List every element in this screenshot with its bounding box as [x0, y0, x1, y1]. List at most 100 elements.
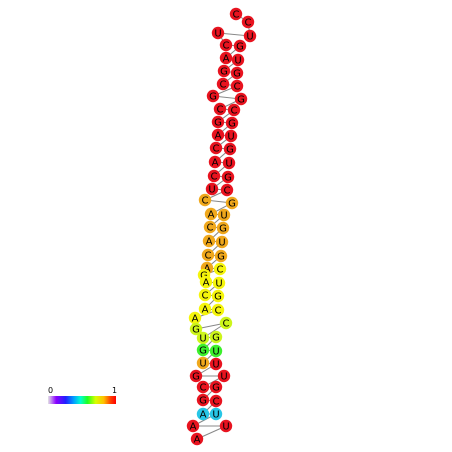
nucleotide: C: [203, 220, 217, 234]
nucleotide-circle: [212, 276, 226, 290]
nucleotide: C: [198, 288, 212, 302]
nucleotide-letter: U: [227, 132, 234, 143]
nucleotide-letter: G: [200, 271, 208, 282]
nucleotide-circle: [213, 102, 227, 116]
nucleotide-letter: A: [192, 314, 199, 325]
nucleotide-letter: C: [231, 106, 238, 117]
nucleotide-circle: [222, 156, 236, 170]
nucleotide-letter: C: [233, 10, 240, 21]
nucleotide-circle: [211, 26, 225, 40]
nucleotide-circle: [209, 407, 223, 421]
nucleotide-letter: A: [215, 131, 222, 142]
nucleotide-letter: U: [246, 32, 253, 43]
nucleotide-circle: [205, 182, 219, 196]
nucleotide: U: [211, 26, 225, 40]
nucleotide-letter: C: [207, 223, 214, 234]
nucleotide-letter: G: [224, 173, 232, 184]
nucleotide-circle: [199, 275, 213, 289]
nucleotide-letter: C: [217, 265, 224, 276]
nucleotide-circle: [209, 394, 223, 408]
nucleotide: U: [217, 369, 231, 383]
nucleotide: A: [190, 432, 204, 446]
nucleotide-circle: [196, 407, 210, 421]
nucleotide: C: [230, 79, 244, 93]
nucleotide-circle: [190, 432, 204, 446]
nucleotide: A: [188, 311, 202, 325]
nucleotide: C: [241, 15, 255, 29]
nucleotide-letter: U: [218, 238, 225, 249]
nucleotide-circle: [188, 311, 202, 325]
nucleotide-letter: U: [199, 334, 206, 345]
nucleotide-circle: [206, 89, 220, 103]
nucleotide: A: [198, 302, 212, 316]
nucleotide-letter: C: [205, 251, 212, 262]
nucleotide: U: [209, 357, 223, 371]
nucleotide-circle: [189, 322, 203, 336]
nucleotide-letter: C: [202, 196, 209, 207]
nucleotide: G: [189, 322, 203, 336]
nucleotide-letter: A: [194, 435, 201, 446]
nucleotide-letter: G: [217, 252, 225, 263]
nucleotide: G: [230, 66, 244, 80]
nucleotide-letter: C: [223, 319, 230, 330]
nucleotide-circle: [198, 288, 212, 302]
nucleotide: U: [222, 156, 236, 170]
nucleotide-letter: G: [214, 118, 222, 129]
nucleotide: U: [205, 182, 219, 196]
nucleotide-letter: U: [222, 422, 229, 433]
nucleotide-letter: U: [208, 185, 215, 196]
nucleotide: G: [214, 249, 228, 263]
nucleotide-circle: [217, 64, 231, 78]
nucleotide: C: [198, 193, 212, 207]
nucleotide-circle: [211, 115, 225, 129]
nucleotide-circle: [196, 331, 210, 345]
nucleotide-circle: [223, 142, 237, 156]
nucleotide-letter: A: [204, 264, 211, 275]
nucleotide-circle: [201, 248, 215, 262]
nucleotide-circle: [217, 369, 231, 383]
nucleotide-circle: [198, 193, 212, 207]
nucleotide-letter: C: [234, 82, 241, 93]
nucleotide-letter: G: [219, 224, 227, 235]
nucleotide-circle: [208, 155, 222, 169]
nucleotide: A: [204, 207, 218, 221]
nucleotide-letter: G: [233, 69, 241, 80]
nucleotide-circle: [213, 262, 227, 276]
nucleotide-circle: [211, 128, 225, 142]
color-scale-legend: 0 1: [48, 386, 120, 407]
nucleotide-circle: [211, 289, 225, 303]
nucleotide-circle: [217, 208, 231, 222]
nucleotide: C: [207, 169, 221, 183]
nucleotide-letter: U: [220, 211, 227, 222]
nucleotide: C: [209, 141, 223, 155]
nucleotide-letter: U: [199, 359, 206, 370]
nucleotide-circle: [216, 221, 230, 235]
nucleotide-circle: [220, 183, 234, 197]
nucleotide-letter: U: [225, 159, 232, 170]
nucleotide: U: [196, 356, 210, 370]
nucleotide-letter: U: [212, 410, 219, 421]
nucleotide: U: [209, 407, 223, 421]
nucleotide-letter: U: [220, 372, 227, 383]
nucleotide-letter: G: [212, 333, 220, 344]
nucleotide-letter: G: [237, 95, 245, 106]
nucleotide-circle: [203, 220, 217, 234]
nucleotide-letter: C: [213, 144, 220, 155]
nucleotide-letter: C: [245, 18, 252, 29]
nucleotide-letter: C: [224, 186, 231, 197]
nucleotide-circle: [196, 343, 210, 357]
nucleotide-letter: C: [217, 105, 224, 116]
nucleotide: C: [229, 7, 243, 21]
nucleotide-circle: [209, 141, 223, 155]
nucleotide: U: [231, 53, 245, 67]
nucleotide-letter: G: [209, 92, 217, 103]
nucleotide-letter: C: [213, 397, 220, 408]
nucleotide-circle: [214, 249, 228, 263]
nucleotide: G: [216, 221, 230, 235]
nucleotide-letter: U: [212, 347, 219, 358]
nucleotide: G: [225, 196, 239, 210]
nucleotide-circle: [225, 116, 239, 130]
nucleotide-circle: [207, 169, 221, 183]
